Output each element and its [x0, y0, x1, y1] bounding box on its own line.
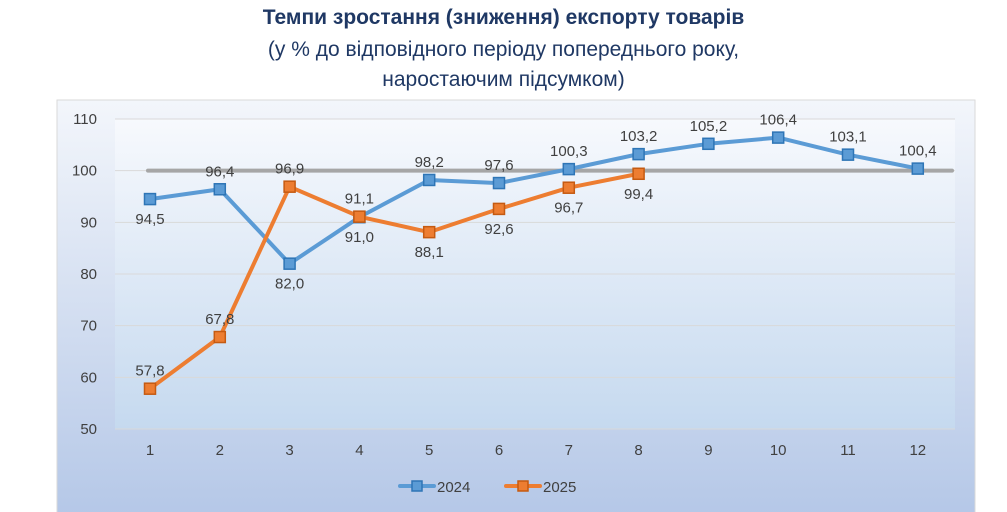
data-point-2024: [213, 183, 227, 196]
data-label-2024: 94,5: [135, 211, 164, 228]
legend-marker-2024: [411, 480, 423, 492]
legend-label-2025: 2025: [543, 479, 576, 496]
data-label-2025: 88,1: [415, 244, 444, 261]
data-label-2025: 96,7: [554, 200, 583, 217]
chart-subtitle-line2: наростаючим підсумком): [382, 68, 625, 91]
data-label-2025: 99,4: [624, 186, 653, 203]
data-point-2024: [562, 162, 576, 176]
x-tick-label: 4: [355, 442, 363, 459]
data-point-2024: [143, 192, 157, 206]
data-label-2025: 92,6: [484, 221, 513, 238]
data-point-2025: [283, 180, 296, 193]
data-label-2024: 100,3: [550, 143, 588, 160]
data-point-2024: [911, 162, 925, 175]
chart-subtitle-line1: (у % до відповідного періоду попередньог…: [267, 38, 740, 61]
data-label-2025: 96,9: [275, 161, 304, 178]
x-tick-label: 12: [909, 442, 926, 459]
data-label-2024: 100,4: [899, 143, 937, 160]
series-line-2025: [148, 171, 639, 391]
x-tick-label: 9: [704, 442, 712, 459]
data-label-2024: 106,4: [759, 112, 797, 129]
x-tick-label: 11: [840, 442, 856, 459]
data-point-2024: [841, 148, 855, 161]
data-point-2025: [492, 202, 506, 216]
legend-marker-2025: [517, 480, 529, 492]
data-point-2025: [632, 167, 645, 181]
x-tick-label: 6: [495, 442, 503, 459]
data-point-2025: [353, 210, 366, 223]
data-point-2024: [283, 257, 296, 270]
y-tick-label: 80: [80, 266, 97, 283]
data-label-2024: 103,1: [829, 129, 867, 146]
data-point-2024: [702, 137, 715, 151]
x-tick-label: 10: [770, 442, 787, 459]
data-point-2025: [213, 330, 227, 344]
data-label-2024: 91,0: [345, 229, 374, 246]
x-tick-label: 8: [634, 442, 642, 459]
data-point-2025: [422, 225, 436, 239]
data-label-2025: 67,8: [205, 311, 234, 328]
y-tick-label: 100: [72, 163, 97, 180]
data-point-2025: [562, 181, 576, 194]
data-label-2024: 105,2: [690, 118, 728, 135]
series-line-2024: [149, 135, 919, 266]
x-tick-label: 2: [216, 442, 224, 459]
x-tick-label: 7: [565, 442, 573, 459]
y-tick-label: 110: [73, 111, 97, 128]
data-point-2024: [632, 147, 645, 161]
x-tick-label: 1: [146, 442, 154, 459]
y-tick-label: 50: [80, 421, 97, 438]
x-tick-label: 5: [425, 442, 433, 459]
data-label-2025: 91,1: [345, 191, 374, 208]
chart-title: Темпи зростання (зниження) експорту това…: [262, 6, 745, 29]
legend-label-2024: 2024: [437, 479, 470, 496]
data-label-2024: 96,4: [205, 163, 234, 180]
data-label-2024: 97,6: [484, 157, 513, 174]
data-label-2024: 103,2: [620, 128, 658, 145]
data-label-2024: 98,2: [415, 154, 444, 171]
data-point-2024: [422, 173, 436, 187]
y-tick-label: 60: [80, 369, 97, 386]
data-label-2025: 57,8: [135, 363, 164, 380]
data-point-2024: [771, 131, 785, 144]
data-label-2024: 82,0: [275, 276, 304, 293]
data-point-2025: [143, 382, 157, 395]
x-tick-label: 3: [285, 442, 293, 459]
data-point-2024: [492, 176, 506, 190]
y-tick-label: 90: [80, 214, 97, 231]
y-tick-label: 70: [80, 318, 97, 335]
